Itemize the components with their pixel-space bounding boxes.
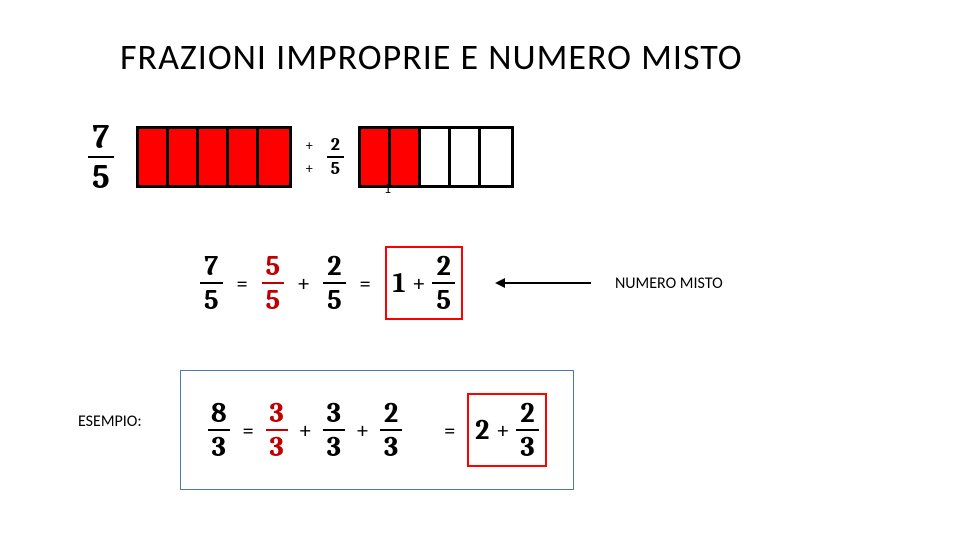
under-label-1: 1 <box>384 180 391 197</box>
numerator: 7 <box>88 120 113 156</box>
equals-sign: = <box>444 417 455 444</box>
fraction-3-3-a: 3 3 <box>266 399 288 461</box>
fraction-2-5-small: 2 5 <box>327 136 344 178</box>
mixed-number-box: 1 + 2 5 <box>385 246 463 320</box>
fraction-3-3-b: 3 3 <box>323 399 345 461</box>
denominator: 5 <box>327 156 344 178</box>
equals-sign: = <box>360 270 371 297</box>
equation-row-1: 7 5 = 5 5 + 2 5 = 1 + 2 5 NUMERO MISTO <box>200 246 723 320</box>
example-box: 8 3 = 3 3 + 3 3 + 2 3 = 2 + 2 3 <box>180 370 574 490</box>
fraction-2-3: 2 3 <box>380 399 402 461</box>
mixed-whole: 1 <box>393 267 406 299</box>
fraction-2-5: 2 5 <box>323 252 346 314</box>
bar-illustration-row: 7 5 1 + + 2 5 <box>88 120 514 194</box>
plus-sign: + <box>497 417 508 444</box>
plus-stack: + + <box>306 137 313 177</box>
plus-sign: + <box>357 417 368 444</box>
mixed-fraction: 2 3 <box>516 399 538 461</box>
mixed-whole: 2 <box>475 414 489 446</box>
fraction-7-5: 7 5 <box>200 252 223 314</box>
fraction-8-3: 8 3 <box>207 399 231 461</box>
annotation-numero-misto: NUMERO MISTO <box>615 274 723 293</box>
arrow-left-icon <box>495 278 591 288</box>
plus-sign: + <box>298 270 309 297</box>
plus-sign: + <box>413 270 424 297</box>
equals-sign: = <box>237 270 248 297</box>
esempio-label: ESEMPIO: <box>78 412 142 431</box>
bar-full <box>136 126 292 188</box>
fraction-5-5: 5 5 <box>262 252 285 314</box>
plus-bot: + <box>306 160 313 177</box>
plus-sign: + <box>300 417 311 444</box>
page-title: FRAZIONI IMPROPRIE E NUMERO MISTO <box>120 35 743 79</box>
equals-sign: = <box>243 417 254 444</box>
fraction-7-5: 7 5 <box>88 120 114 194</box>
mixed-number-box: 2 + 2 3 <box>467 393 546 467</box>
numerator: 2 <box>327 136 344 156</box>
plus-top: + <box>306 137 313 154</box>
bar-partial <box>358 126 514 188</box>
denominator: 5 <box>88 156 114 194</box>
mixed-fraction: 2 5 <box>432 252 455 314</box>
